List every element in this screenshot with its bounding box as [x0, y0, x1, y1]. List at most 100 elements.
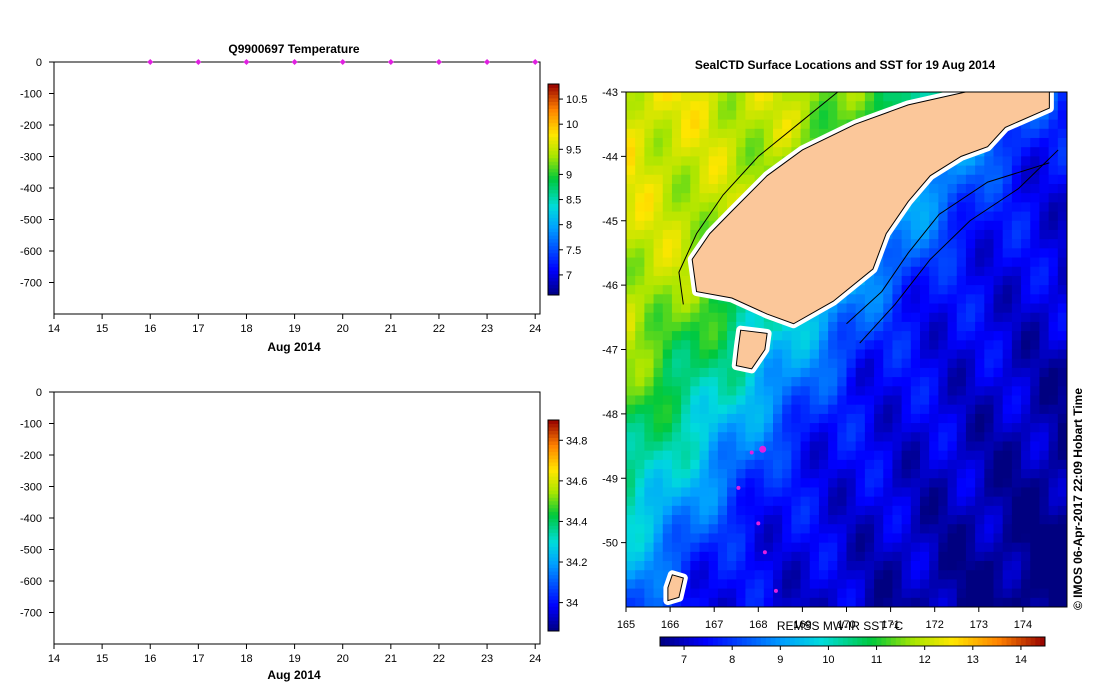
sst-cell [938, 266, 949, 277]
sst-cell [653, 110, 664, 121]
sst-cell [809, 597, 820, 607]
sst-cell [956, 358, 967, 369]
sst-cell [690, 239, 700, 249]
sst-cell [671, 432, 682, 442]
sst-cell [901, 257, 912, 268]
sst-cell [690, 432, 700, 442]
colorbar-swatch [548, 154, 559, 159]
sst-cell [828, 367, 838, 378]
sst-cell [1057, 92, 1067, 102]
sst-cell [671, 469, 682, 479]
sst-cell [644, 275, 655, 286]
sst-cell [883, 450, 893, 461]
sst-cell [892, 257, 903, 268]
sst-cell [910, 597, 921, 607]
y-tick-label: 0 [36, 387, 42, 399]
sst-cell [1057, 551, 1067, 562]
colorbar-swatch [548, 493, 559, 498]
sst-cell [975, 570, 985, 580]
temperature-title: Q9900697 Temperature [228, 42, 360, 56]
sst-cell [727, 459, 737, 470]
sst-cell [1021, 377, 1031, 387]
colorbar-frame [547, 419, 560, 632]
sst-cell [1048, 128, 1059, 139]
sst-cell [984, 147, 994, 157]
sst-cell [1048, 294, 1059, 305]
sst-cell [690, 386, 700, 396]
sst-cell [855, 588, 866, 599]
sst-cell [892, 312, 903, 323]
sst-cell [956, 441, 967, 452]
sst-cell [791, 496, 802, 507]
sst-cell [671, 515, 682, 525]
sst-cell [910, 478, 921, 488]
sst-cell [1021, 515, 1031, 525]
sst-cell [690, 367, 700, 378]
sst-cell [662, 211, 673, 222]
sst-cell [883, 266, 893, 277]
sst-cell [635, 165, 645, 176]
sst-cell [993, 432, 1004, 442]
sst-cell [791, 386, 802, 396]
colorbar-swatch [548, 200, 559, 204]
sst-cell [1039, 128, 1050, 139]
colorbar-tick-label: 10 [566, 119, 578, 131]
sst-cell [965, 165, 976, 176]
sst-cell [699, 487, 710, 498]
sst-cell [855, 441, 866, 452]
sst-cell [782, 147, 792, 157]
sst-cell [1021, 478, 1031, 488]
colorbar-swatch [548, 486, 559, 491]
sst-cell [1057, 220, 1067, 231]
colorbar-swatch [548, 504, 559, 509]
colorbar-swatch [548, 490, 559, 495]
sst-colorbar-swatch [943, 637, 950, 646]
sst-colorbar-swatch [948, 637, 954, 646]
sst-colorbar-swatch [746, 637, 752, 646]
sst-cell [671, 386, 682, 396]
sst-cell [901, 524, 912, 534]
sst-cell [653, 147, 664, 157]
sst-cell [984, 367, 994, 378]
sst-cell [984, 156, 994, 167]
sst-cell [1039, 174, 1050, 185]
sst-cell [910, 505, 921, 516]
sst-cell [846, 395, 857, 406]
sst-cell [727, 92, 737, 102]
sst-cell [929, 478, 939, 488]
sst-cell [947, 285, 958, 295]
colorbar-tick-label: 8 [566, 220, 572, 232]
sst-cell [874, 413, 884, 424]
sst-cell [745, 469, 756, 479]
sst-cell [855, 312, 866, 323]
colorbar-swatch [548, 574, 559, 579]
sst-cell [828, 101, 838, 111]
sst-cell [984, 450, 994, 461]
sst-cell [818, 459, 829, 470]
sst-cell [681, 432, 691, 442]
sst-cell [671, 478, 682, 488]
sst-cell [699, 423, 710, 433]
lon-tick-label: 165 [617, 619, 635, 631]
sst-cell [956, 561, 967, 571]
sst-cell [699, 505, 710, 516]
sst-cell [626, 423, 636, 433]
sst-cell [800, 551, 811, 562]
sst-cell [1039, 551, 1050, 562]
sst-cell [1039, 248, 1050, 259]
sst-cell [763, 505, 774, 516]
sst-cell [727, 183, 737, 194]
sst-cell [892, 570, 903, 580]
sst-cell [828, 597, 838, 607]
sst-cell [791, 561, 802, 571]
sst-cell [984, 469, 994, 479]
sst-cell [699, 349, 710, 360]
colorbar-tick-label: 7.5 [566, 245, 581, 257]
sst-cell [892, 579, 903, 590]
sst-cell [653, 92, 664, 102]
sst-cell [892, 275, 903, 286]
sst-cell [653, 570, 664, 580]
sst-cell [644, 441, 655, 452]
sst-cell [956, 505, 967, 516]
sst-cell [929, 588, 939, 599]
